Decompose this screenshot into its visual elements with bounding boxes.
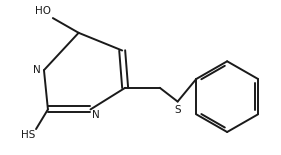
Text: N: N: [92, 110, 100, 120]
Text: N: N: [33, 65, 41, 75]
Text: HO: HO: [35, 6, 51, 16]
Text: HS: HS: [21, 130, 35, 140]
Text: S: S: [174, 106, 181, 115]
